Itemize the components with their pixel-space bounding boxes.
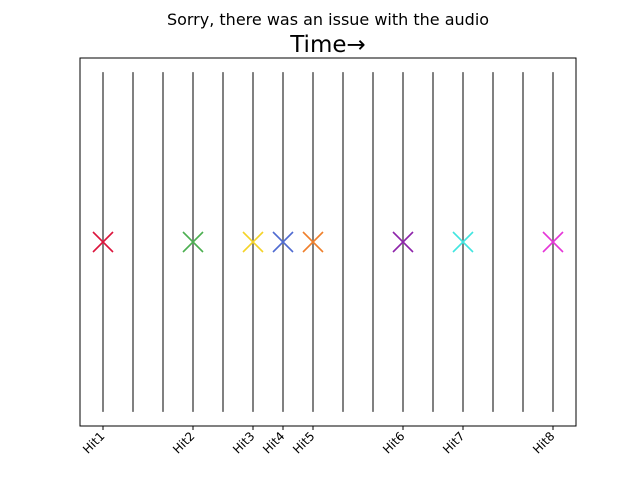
plot-frame [79, 57, 577, 427]
hit-marker [242, 231, 264, 253]
x-tick-label: Hit7 [440, 429, 467, 456]
x-tick-label: Hit5 [290, 429, 317, 456]
hit-markers [92, 231, 564, 253]
x-tick-label: Hit3 [230, 429, 257, 456]
x-axis-ticks [102, 426, 554, 430]
hit-marker [272, 231, 294, 253]
x-tick-label: Hit4 [260, 429, 287, 456]
x-tick-label: Hit2 [170, 429, 197, 456]
chart-subtitle: Sorry, there was an issue with the audio [167, 10, 489, 29]
hit-marker [542, 231, 564, 253]
x-tick-label: Hit8 [530, 429, 557, 456]
beat-lines [102, 72, 554, 412]
x-tick-label: Hit1 [80, 429, 107, 456]
chart-title: Time→ [289, 32, 366, 58]
x-tick-label: Hit6 [380, 429, 407, 456]
hit-marker [302, 231, 324, 253]
hit-marker [392, 231, 414, 253]
hit-marker [92, 231, 114, 253]
hit-marker [182, 231, 204, 253]
x-axis-tick-labels: Hit1 Hit2 Hit3 Hit4 Hit5 Hit6 Hit7 Hit8 [80, 429, 557, 456]
hit-marker [452, 231, 474, 253]
